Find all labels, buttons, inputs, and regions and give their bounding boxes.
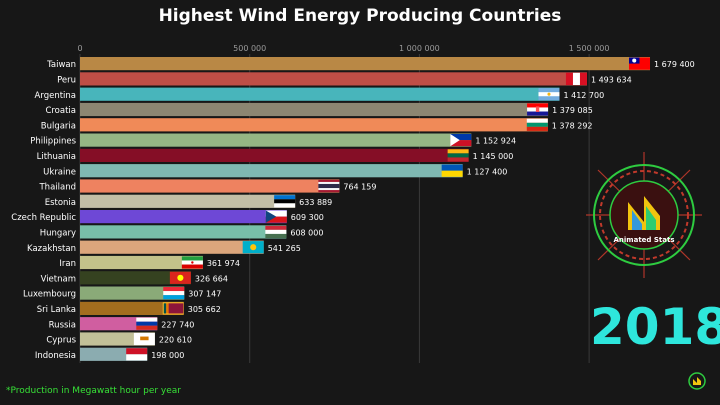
hungary-flag-icon xyxy=(265,225,287,238)
value-label: 1 493 634 xyxy=(591,76,632,85)
value-label: 1 378 292 xyxy=(552,121,593,130)
lithuania-flag-icon xyxy=(447,149,469,162)
value-label: 305 662 xyxy=(188,305,221,314)
bar-philippines xyxy=(80,133,472,147)
x-tick-label: 500 000 xyxy=(233,44,266,53)
value-label: 608 000 xyxy=(290,229,323,238)
category-label: Indonesia xyxy=(35,351,76,361)
value-label: 307 147 xyxy=(188,290,221,299)
category-label: Vietnam xyxy=(41,274,76,284)
value-label: 326 664 xyxy=(195,274,228,283)
bar-sri-lanka xyxy=(80,301,184,315)
bar-thailand xyxy=(80,179,340,193)
category-label: Kazakhstan xyxy=(27,244,76,254)
year-label: 2018 xyxy=(590,298,720,356)
category-label: Taiwan xyxy=(46,60,76,70)
value-label: 764 159 xyxy=(343,183,376,192)
category-label: Iran xyxy=(59,259,76,269)
category-label: Croatia xyxy=(45,106,76,116)
category-label: Cyprus xyxy=(46,336,76,346)
category-label: Luxembourg xyxy=(23,290,76,300)
category-label: Czech Republic xyxy=(11,213,76,223)
bar-czech-republic xyxy=(80,210,287,224)
bar-lithuania xyxy=(80,148,469,162)
category-label: Thailand xyxy=(38,183,76,193)
category-label: Philippines xyxy=(30,137,76,147)
bar-vietnam xyxy=(80,271,191,285)
bar-bulgaria xyxy=(80,118,548,132)
argentina-flag-icon xyxy=(538,88,560,101)
bar-iran xyxy=(80,255,203,270)
bar-luxembourg xyxy=(80,286,185,300)
category-label: Russia xyxy=(49,320,76,330)
footnote: *Production in Megawatt hour per year xyxy=(6,386,181,396)
value-label: 1 145 000 xyxy=(473,152,514,161)
animated-stats-logo: Animated Stats xyxy=(586,152,702,278)
category-label: Lithuania xyxy=(37,152,76,162)
indonesia-flag-icon xyxy=(126,348,148,361)
category-label: Argentina xyxy=(35,91,76,101)
category-label: Ukraine xyxy=(43,167,76,177)
bulgaria-flag-icon xyxy=(526,118,548,131)
x-tick-label: 1 500 000 xyxy=(569,44,610,53)
kazakhstan-flag-icon xyxy=(242,241,264,254)
estonia-flag-icon xyxy=(274,195,296,208)
philippines-flag-icon xyxy=(450,134,472,147)
value-label: 633 889 xyxy=(299,198,332,207)
logo-text: Animated Stats xyxy=(614,236,675,244)
sri-lanka-flag-icon xyxy=(162,302,184,315)
bar-taiwan xyxy=(80,57,651,71)
value-label: 1 412 700 xyxy=(563,91,604,100)
value-label: 361 974 xyxy=(207,259,240,268)
bar-ukraine xyxy=(80,164,463,178)
value-label: 1 152 924 xyxy=(475,137,516,146)
value-label: 1 679 400 xyxy=(654,60,695,69)
russia-flag-icon xyxy=(136,317,158,330)
thailand-flag-icon xyxy=(318,179,340,193)
x-tick-label: 0 xyxy=(77,44,82,53)
corner-logo-icon xyxy=(688,372,706,390)
bar-hungary xyxy=(80,225,287,239)
cyprus-flag-icon xyxy=(133,332,155,346)
value-label: 609 300 xyxy=(291,213,324,222)
category-label: Peru xyxy=(57,76,76,86)
ukraine-flag-icon xyxy=(441,164,463,177)
category-label: Sri Lanka xyxy=(37,305,76,315)
category-label: Estonia xyxy=(45,198,76,208)
value-label: 1 127 400 xyxy=(467,167,508,176)
iran-flag-icon xyxy=(181,256,203,269)
value-label: 220 610 xyxy=(159,336,192,345)
bar-peru xyxy=(80,72,587,86)
value-label: 198 000 xyxy=(151,351,184,360)
czech-republic-flag-icon xyxy=(265,210,287,223)
value-label: 1 379 085 xyxy=(552,106,593,115)
bar-estonia xyxy=(80,194,296,208)
bar-croatia xyxy=(80,102,549,117)
taiwan-flag-icon xyxy=(629,57,651,70)
croatia-flag-icon xyxy=(527,103,549,116)
bar-kazakhstan xyxy=(80,240,264,254)
category-label: Bulgaria xyxy=(41,121,76,131)
category-label: Hungary xyxy=(40,229,76,239)
x-tick-label: 1 000 000 xyxy=(399,44,440,53)
value-label: 541 265 xyxy=(268,244,301,253)
chart-title: Highest Wind Energy Producing Countries xyxy=(158,6,562,26)
value-label: 227 740 xyxy=(161,320,194,329)
vietnam-flag-icon xyxy=(169,271,191,284)
peru-flag-icon xyxy=(565,72,587,85)
bar-argentina xyxy=(80,87,560,101)
luxembourg-flag-icon xyxy=(163,287,185,300)
